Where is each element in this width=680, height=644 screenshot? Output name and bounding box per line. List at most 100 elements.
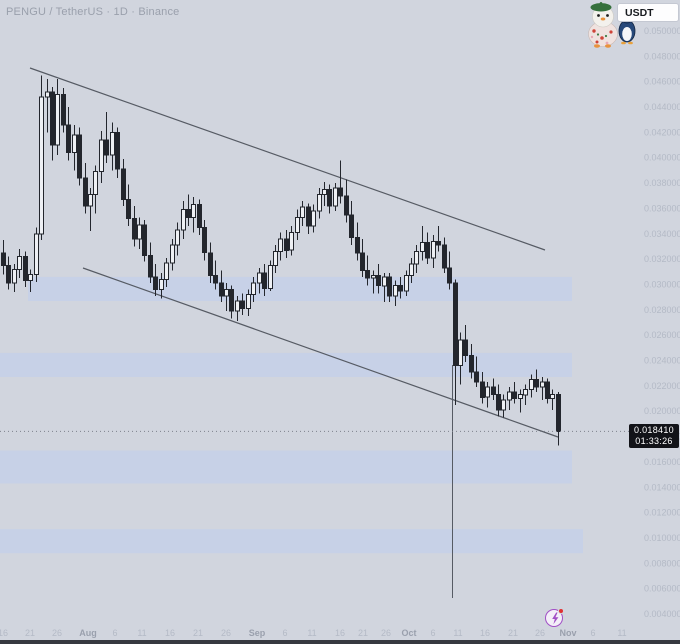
supply-demand-zone[interactable] [0, 529, 583, 554]
candle [436, 240, 441, 246]
time-axis-label: 26 [52, 628, 62, 638]
price-axis-label: 0.028000 [644, 305, 680, 315]
candle [126, 199, 131, 220]
lightning-icon [551, 612, 558, 625]
candle [480, 381, 485, 398]
time-axis-label: 21 [193, 628, 203, 638]
candle [458, 339, 463, 367]
candle [50, 91, 55, 146]
candle [137, 224, 142, 240]
candle [66, 124, 71, 154]
supply-demand-zone[interactable] [0, 450, 572, 484]
time-axis-label: 6 [430, 628, 435, 638]
candle [213, 275, 218, 284]
candle [55, 93, 60, 146]
candle [474, 371, 479, 383]
candle [409, 263, 414, 277]
price-axis-label: 0.014000 [644, 482, 680, 492]
price-axis-label: 0.042000 [644, 127, 680, 137]
symbol-legend[interactable]: PENGU / TetherUS · 1D · Binance [6, 6, 180, 18]
candle [556, 394, 561, 432]
time-axis[interactable]: 16 21 26 Aug 6 11 16 21 26 Sep 6 11 16 21 26 Oct 6 11 16 21… [0, 628, 627, 638]
candle [404, 275, 409, 292]
time-axis-label: 16 [0, 628, 8, 638]
candle [333, 187, 338, 207]
supply-demand-zone[interactable] [28, 276, 572, 301]
candle [175, 229, 180, 246]
candle [295, 216, 300, 234]
candle [208, 252, 213, 277]
time-axis-label: 11 [453, 628, 462, 638]
supply-demand-zone[interactable] [0, 352, 572, 377]
candle [545, 381, 550, 400]
candle [311, 210, 316, 227]
price-axis[interactable]: 0.050000 0.048000 0.046000 0.044000 0.042000… [644, 26, 680, 619]
trendline-channel-lower[interactable] [82, 267, 559, 438]
candle [512, 391, 517, 400]
candle [469, 355, 474, 373]
candle [376, 275, 381, 287]
candle [251, 282, 256, 296]
candle [115, 131, 120, 170]
candle [219, 282, 224, 297]
candle [132, 218, 137, 240]
candle [387, 276, 392, 297]
price-axis-label: 0.024000 [644, 356, 680, 366]
candle [365, 270, 370, 279]
candle [83, 177, 88, 207]
candle [425, 242, 430, 259]
candle [142, 224, 147, 256]
price-axis-label: 0.036000 [644, 203, 680, 213]
candle [322, 188, 327, 195]
lightning-button[interactable] [545, 608, 564, 627]
candle [327, 188, 332, 207]
time-axis-label: 16 [480, 628, 490, 638]
candle [39, 96, 44, 235]
candlesticks [1, 75, 561, 446]
candle [99, 139, 104, 173]
candle [420, 242, 425, 253]
time-axis-label: 21 [358, 628, 368, 638]
candle [338, 187, 343, 197]
candle [442, 244, 447, 269]
time-axis-label: 11 [137, 628, 146, 638]
candle [246, 294, 251, 310]
candle [463, 339, 468, 356]
price-axis-label: 0.050000 [644, 26, 680, 36]
candle [164, 262, 169, 280]
trendline-channel-upper[interactable] [29, 67, 546, 251]
candle [262, 272, 267, 289]
candle [1, 252, 6, 267]
quote-currency-button[interactable]: USDT [617, 3, 679, 22]
time-axis-label: 16 [335, 628, 345, 638]
time-axis-label: Nov [559, 628, 576, 638]
candle [300, 206, 305, 218]
candle [540, 381, 545, 388]
candle [306, 206, 311, 227]
time-axis-label: 21 [508, 628, 518, 638]
price-axis-label: 0.012000 [644, 508, 680, 518]
candle [278, 238, 283, 253]
candle [61, 93, 66, 126]
candle [523, 389, 528, 396]
candle [170, 244, 175, 264]
candle [77, 134, 82, 179]
candle [496, 394, 501, 411]
candle [414, 251, 419, 265]
price-axis-label: 0.010000 [644, 533, 680, 543]
candle [224, 289, 229, 297]
price-axis-label: 0.026000 [644, 330, 680, 340]
price-axis-label: 0.006000 [644, 584, 680, 594]
candle [153, 276, 158, 291]
candle [93, 171, 98, 195]
time-axis-label: 26 [381, 628, 391, 638]
candle [28, 273, 33, 282]
candle [235, 300, 240, 312]
price-axis-label: 0.022000 [644, 381, 680, 391]
candle [431, 240, 436, 259]
candle [289, 232, 294, 251]
candle [240, 300, 245, 310]
candle [485, 386, 490, 398]
candle [202, 226, 207, 254]
